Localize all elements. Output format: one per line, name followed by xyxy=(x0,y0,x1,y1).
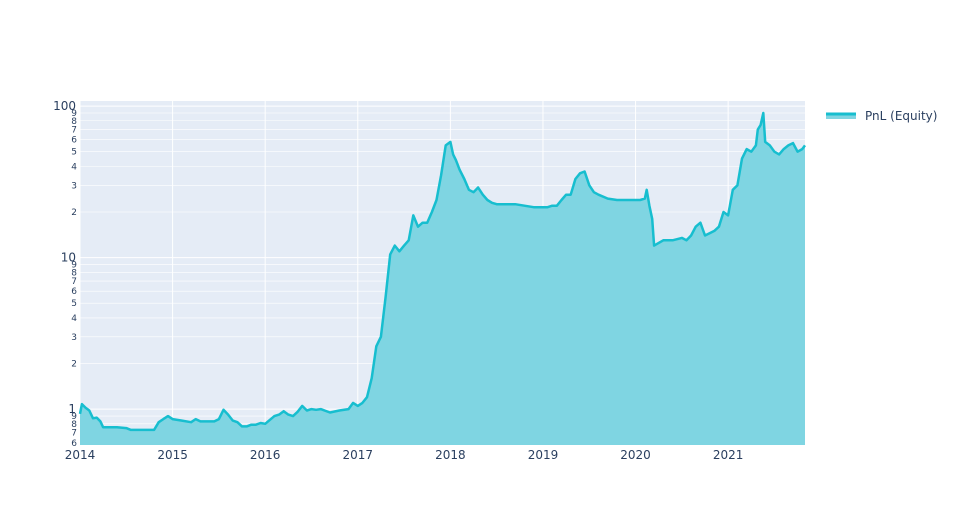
y-tick-label: 10 xyxy=(61,251,76,265)
y-minor-tick-label: 4 xyxy=(71,314,77,324)
y-minor-tick-label: 2 xyxy=(71,208,77,218)
y-minor-tick-label: 6 xyxy=(71,136,77,146)
y-minor-tick-label: 8 xyxy=(71,117,77,127)
y-minor-tick-label: 7 xyxy=(71,429,77,439)
x-tick-label: 2015 xyxy=(157,448,188,462)
x-tick-label: 2020 xyxy=(620,448,651,462)
y-minor-tick-label: 9 xyxy=(71,412,77,422)
y-minor-tick-label: 6 xyxy=(71,439,77,449)
x-tick-label: 2019 xyxy=(528,448,559,462)
x-tick-label: 2016 xyxy=(250,448,281,462)
y-minor-tick-label: 5 xyxy=(71,148,77,158)
y-minor-tick-label: 2 xyxy=(71,360,77,370)
x-tick-label: 2017 xyxy=(343,448,374,462)
series-layer xyxy=(78,111,806,445)
y-minor-tick-label: 3 xyxy=(71,333,77,343)
y-minor-tick-label: 9 xyxy=(71,109,77,119)
legend-swatch-fill xyxy=(826,113,856,119)
x-tick-label: 2018 xyxy=(435,448,466,462)
y-minor-tick-label: 7 xyxy=(71,126,77,136)
y-minor-tick-label: 8 xyxy=(71,420,77,430)
y-minor-tick-label: 3 xyxy=(71,181,77,191)
y-minor-tick-label: 7 xyxy=(71,277,77,287)
y-tick-label: 100 xyxy=(53,99,76,113)
y-minor-tick-label: 9 xyxy=(71,261,77,271)
y-minor-tick-label: 6 xyxy=(71,287,77,297)
y-tick-label: 1 xyxy=(68,402,76,416)
x-tick-label: 2021 xyxy=(713,448,744,462)
x-axis: 2014 2015 2016 2017 2018 2019 2020 2021 xyxy=(65,448,744,462)
x-tick-label: 2014 xyxy=(65,448,96,462)
series-line xyxy=(78,111,806,432)
y-minor-tick-label: 8 xyxy=(71,268,77,278)
legend-label: PnL (Equity) xyxy=(865,109,937,123)
y-minor-tick-label: 4 xyxy=(71,162,77,172)
y-minor-tick-label: 5 xyxy=(71,299,77,309)
series-area xyxy=(80,113,805,445)
legend[interactable]: PnL (Equity) xyxy=(826,109,937,123)
